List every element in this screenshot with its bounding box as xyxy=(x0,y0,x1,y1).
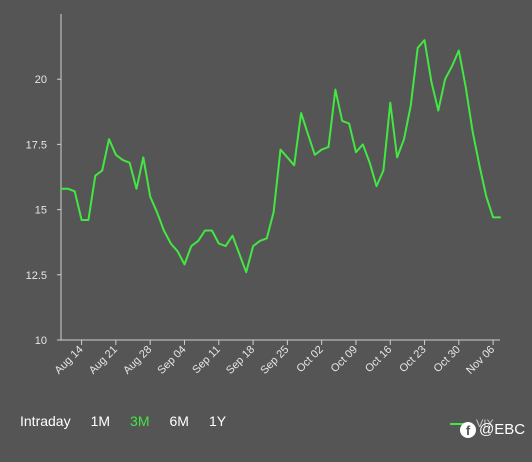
x-tick-label: Sep 25 xyxy=(258,344,291,377)
x-tick-label: Aug 28 xyxy=(121,344,154,377)
watermark: f @EBC xyxy=(460,421,525,439)
x-tick-label: Oct 16 xyxy=(363,344,394,375)
legend-label-vix: VIX xyxy=(476,418,494,430)
x-tick-label: Sep 11 xyxy=(190,344,223,377)
range-tab-1m[interactable]: 1M xyxy=(90,413,111,429)
y-axis: 10 12.5 15 17.5 20 xyxy=(26,14,62,347)
watermark-text: @EBC xyxy=(479,421,526,438)
facebook-icon: f xyxy=(460,422,476,438)
y-tick-label: 20 xyxy=(35,74,47,86)
range-tab-3m[interactable]: 3M xyxy=(130,413,150,429)
x-tick-label: Oct 23 xyxy=(397,344,428,375)
x-tick-label: Oct 30 xyxy=(432,344,463,375)
x-tick-label: Nov 06 xyxy=(464,344,497,377)
series-layer xyxy=(60,39,501,274)
y-tick-label: 12.5 xyxy=(26,270,47,282)
x-tick-label: Sep 04 xyxy=(155,344,188,377)
x-tick-label: Oct 02 xyxy=(294,344,325,375)
y-tick-label: 17.5 xyxy=(26,139,47,151)
x-axis: Aug 14 Aug 21 Aug 28 Sep 04 Sep 11 Sep 18 Sep … xyxy=(53,339,500,377)
x-tick-label: Sep 18 xyxy=(224,344,257,377)
y-tick-label: 15 xyxy=(35,205,47,217)
range-tab-6m[interactable]: 6M xyxy=(169,413,189,429)
x-tick-label: Oct 09 xyxy=(329,344,360,375)
range-tab-intraday[interactable]: Intraday xyxy=(20,413,71,429)
series-line-vix[interactable] xyxy=(60,39,501,274)
x-tick-label: Aug 14 xyxy=(53,344,86,377)
y-tick-label: 10 xyxy=(35,335,47,347)
range-tab-1y[interactable]: 1Y xyxy=(208,413,227,429)
x-tick-label: Aug 21 xyxy=(87,344,120,377)
range-tab-bar: Intraday 1M 3M 6M 1Y xyxy=(20,411,246,431)
